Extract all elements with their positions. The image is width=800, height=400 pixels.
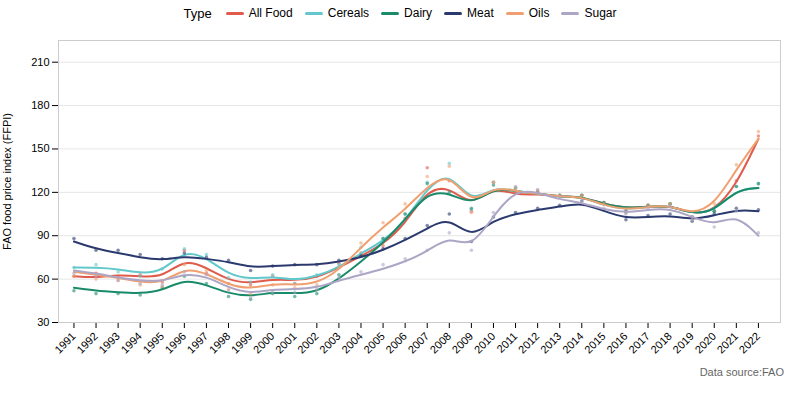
svg-text:2010: 2010 (472, 330, 498, 356)
svg-text:2004: 2004 (339, 330, 365, 356)
svg-text:2020: 2020 (692, 330, 718, 356)
svg-text:60: 60 (37, 273, 49, 285)
svg-text:2019: 2019 (670, 330, 696, 356)
html-text:Meat: Meat (467, 6, 494, 20)
svg-text:2009: 2009 (449, 330, 475, 356)
html-text:Type: Type (183, 5, 212, 21)
svg-text:1996: 1996 (162, 330, 188, 356)
svg-text:1997: 1997 (185, 330, 211, 356)
svg-text:1993: 1993 (96, 330, 122, 356)
svg-text:1991: 1991 (52, 330, 78, 356)
svg-text:2003: 2003 (317, 330, 343, 356)
svg-text:2014: 2014 (560, 330, 586, 356)
svg-text:150: 150 (31, 142, 49, 154)
svg-text:180: 180 (31, 99, 49, 111)
svg-text:2011: 2011 (494, 330, 519, 355)
html-text:All Food: All Food (248, 6, 293, 20)
svg-text:2012: 2012 (516, 330, 542, 356)
svg-text:120: 120 (31, 186, 49, 198)
svg-text:2000: 2000 (251, 330, 277, 356)
svg-text:2018: 2018 (648, 330, 674, 356)
svg-text:2006: 2006 (383, 330, 409, 356)
svg-text:2001: 2001 (273, 330, 299, 356)
svg-text:1995: 1995 (140, 330, 166, 356)
svg-text:2008: 2008 (427, 330, 453, 356)
svg-text:2016: 2016 (604, 330, 630, 356)
svg-text:90: 90 (37, 229, 49, 241)
svg-text:2015: 2015 (582, 330, 608, 356)
html-text:Dairy: Dairy (404, 6, 433, 20)
html-text:Sugar: Sugar (584, 6, 617, 20)
svg-text:2021: 2021 (714, 330, 740, 356)
svg-text:2022: 2022 (737, 330, 763, 356)
svg-text:2005: 2005 (361, 330, 387, 356)
svg-text:1994: 1994 (118, 330, 144, 356)
html-text:Cereals: Cereals (327, 6, 370, 20)
svg-text:1999: 1999 (229, 330, 255, 356)
html-text:Oils: Oils (528, 6, 550, 20)
svg-text:210: 210 (31, 56, 49, 68)
svg-text:1992: 1992 (74, 330, 100, 356)
svg-text:FAO food price index (FFPI): FAO food price index (FFPI) (1, 113, 13, 250)
svg-text:2002: 2002 (295, 330, 321, 356)
svg-text:2013: 2013 (538, 330, 564, 356)
svg-text:2007: 2007 (405, 330, 431, 356)
html-text:Data source:FAO: Data source:FAO (699, 366, 784, 378)
svg-text:30: 30 (37, 316, 49, 328)
svg-text:2017: 2017 (626, 330, 652, 356)
svg-text:1998: 1998 (207, 330, 233, 356)
